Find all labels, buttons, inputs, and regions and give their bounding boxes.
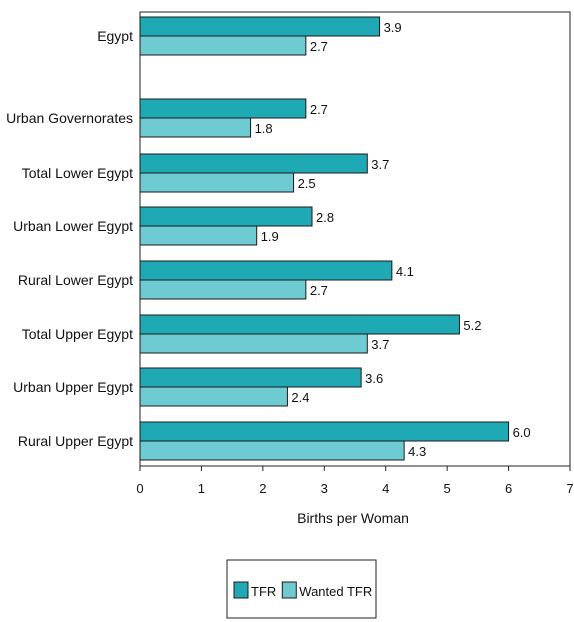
- category-label-urban-governorates: Urban Governorates: [6, 110, 133, 126]
- legend-swatch-wanted-tfr: [281, 581, 297, 599]
- x-tick-label-4: 4: [382, 481, 389, 496]
- x-tick-label-1: 1: [198, 481, 205, 496]
- bar-wanted-tfr-egypt: [139, 35, 307, 56]
- x-axis-ticks: 0 1 2 3 4 5 6 7: [136, 466, 574, 496]
- bar-wanted-tfr-urban-governorates: [139, 117, 252, 138]
- value-label-tfr-total-upper-egypt: 5.2: [463, 318, 481, 333]
- bar-wanted-tfr-rural-lower-egypt: [139, 279, 307, 300]
- bar-tfr-total-upper-egypt: [139, 314, 460, 335]
- value-label-wanted-tfr-urban-governorates: 1.8: [255, 121, 273, 136]
- bar-tfr-egypt: [139, 16, 381, 37]
- value-label-wanted-tfr-urban-lower-egypt: 1.9: [261, 229, 279, 244]
- bar-wanted-tfr-total-lower-egypt: [139, 172, 295, 193]
- category-label-urban-upper-egypt: Urban Upper Egypt: [13, 379, 133, 395]
- value-label-tfr-rural-upper-egypt: 6.0: [513, 425, 531, 440]
- x-tick-label-3: 3: [321, 481, 328, 496]
- value-label-tfr-urban-governorates: 2.7: [310, 102, 328, 117]
- value-label-tfr-urban-upper-egypt: 3.6: [365, 371, 383, 386]
- bar-tfr-rural-lower-egypt: [139, 260, 393, 281]
- bar-wanted-tfr-urban-upper-egypt: [139, 386, 288, 407]
- bar-wanted-tfr-rural-upper-egypt: [139, 440, 405, 461]
- category-label-egypt: Egypt: [97, 28, 133, 44]
- bar-tfr-total-lower-egypt: [139, 153, 368, 174]
- bar-tfr-rural-upper-egypt: [139, 421, 510, 442]
- x-tick-label-6: 6: [505, 481, 512, 496]
- category-labels: Egypt Urban Governorates Total Lower Egypt…: [6, 28, 133, 449]
- bar-tfr-urban-upper-egypt: [139, 367, 362, 388]
- value-label-wanted-tfr-urban-upper-egypt: 2.4: [291, 390, 309, 405]
- value-label-wanted-tfr-total-upper-egypt: 3.7: [371, 337, 389, 352]
- x-tick-label-5: 5: [444, 481, 451, 496]
- category-label-rural-lower-egypt: Rural Lower Egypt: [18, 272, 133, 288]
- bar-wanted-tfr-total-upper-egypt: [139, 333, 368, 354]
- x-tick-label-0: 0: [136, 481, 143, 496]
- category-label-rural-upper-egypt: Rural Upper Egypt: [18, 433, 133, 449]
- legend: TFR Wanted TFR: [226, 559, 377, 619]
- legend-swatch-tfr: [233, 581, 249, 599]
- value-label-wanted-tfr-total-lower-egypt: 2.5: [298, 176, 316, 191]
- bar-tfr-urban-lower-egypt: [139, 206, 313, 227]
- category-label-total-lower-egypt: Total Lower Egypt: [22, 165, 133, 181]
- bar-tfr-urban-governorates: [139, 98, 307, 119]
- value-labels: 3.9 2.7 2.7 1.8 3.7 2.5 2.8 1.9 4.1 2.7 5.2 3.7 3.6 2…: [255, 20, 531, 459]
- legend-box: [226, 559, 377, 619]
- x-tick-label-7: 7: [566, 481, 573, 496]
- legend-label-tfr: TFR: [251, 584, 276, 599]
- category-label-total-upper-egypt: Total Upper Egypt: [22, 326, 133, 342]
- bars-group: [139, 16, 510, 461]
- x-axis-label: Births per Woman: [297, 510, 409, 526]
- x-tick-label-2: 2: [259, 481, 266, 496]
- category-label-urban-lower-egypt: Urban Lower Egypt: [13, 218, 133, 234]
- bar-wanted-tfr-urban-lower-egypt: [139, 225, 258, 246]
- value-label-wanted-tfr-egypt: 2.7: [310, 39, 328, 54]
- value-label-tfr-urban-lower-egypt: 2.8: [316, 210, 334, 225]
- value-label-tfr-egypt: 3.9: [384, 20, 402, 35]
- value-label-wanted-tfr-rural-lower-egypt: 2.7: [310, 283, 328, 298]
- value-label-tfr-rural-lower-egypt: 4.1: [396, 264, 414, 279]
- value-label-tfr-total-lower-egypt: 3.7: [371, 157, 389, 172]
- value-label-wanted-tfr-rural-upper-egypt: 4.3: [408, 444, 426, 459]
- legend-label-wanted-tfr: Wanted TFR: [299, 584, 372, 599]
